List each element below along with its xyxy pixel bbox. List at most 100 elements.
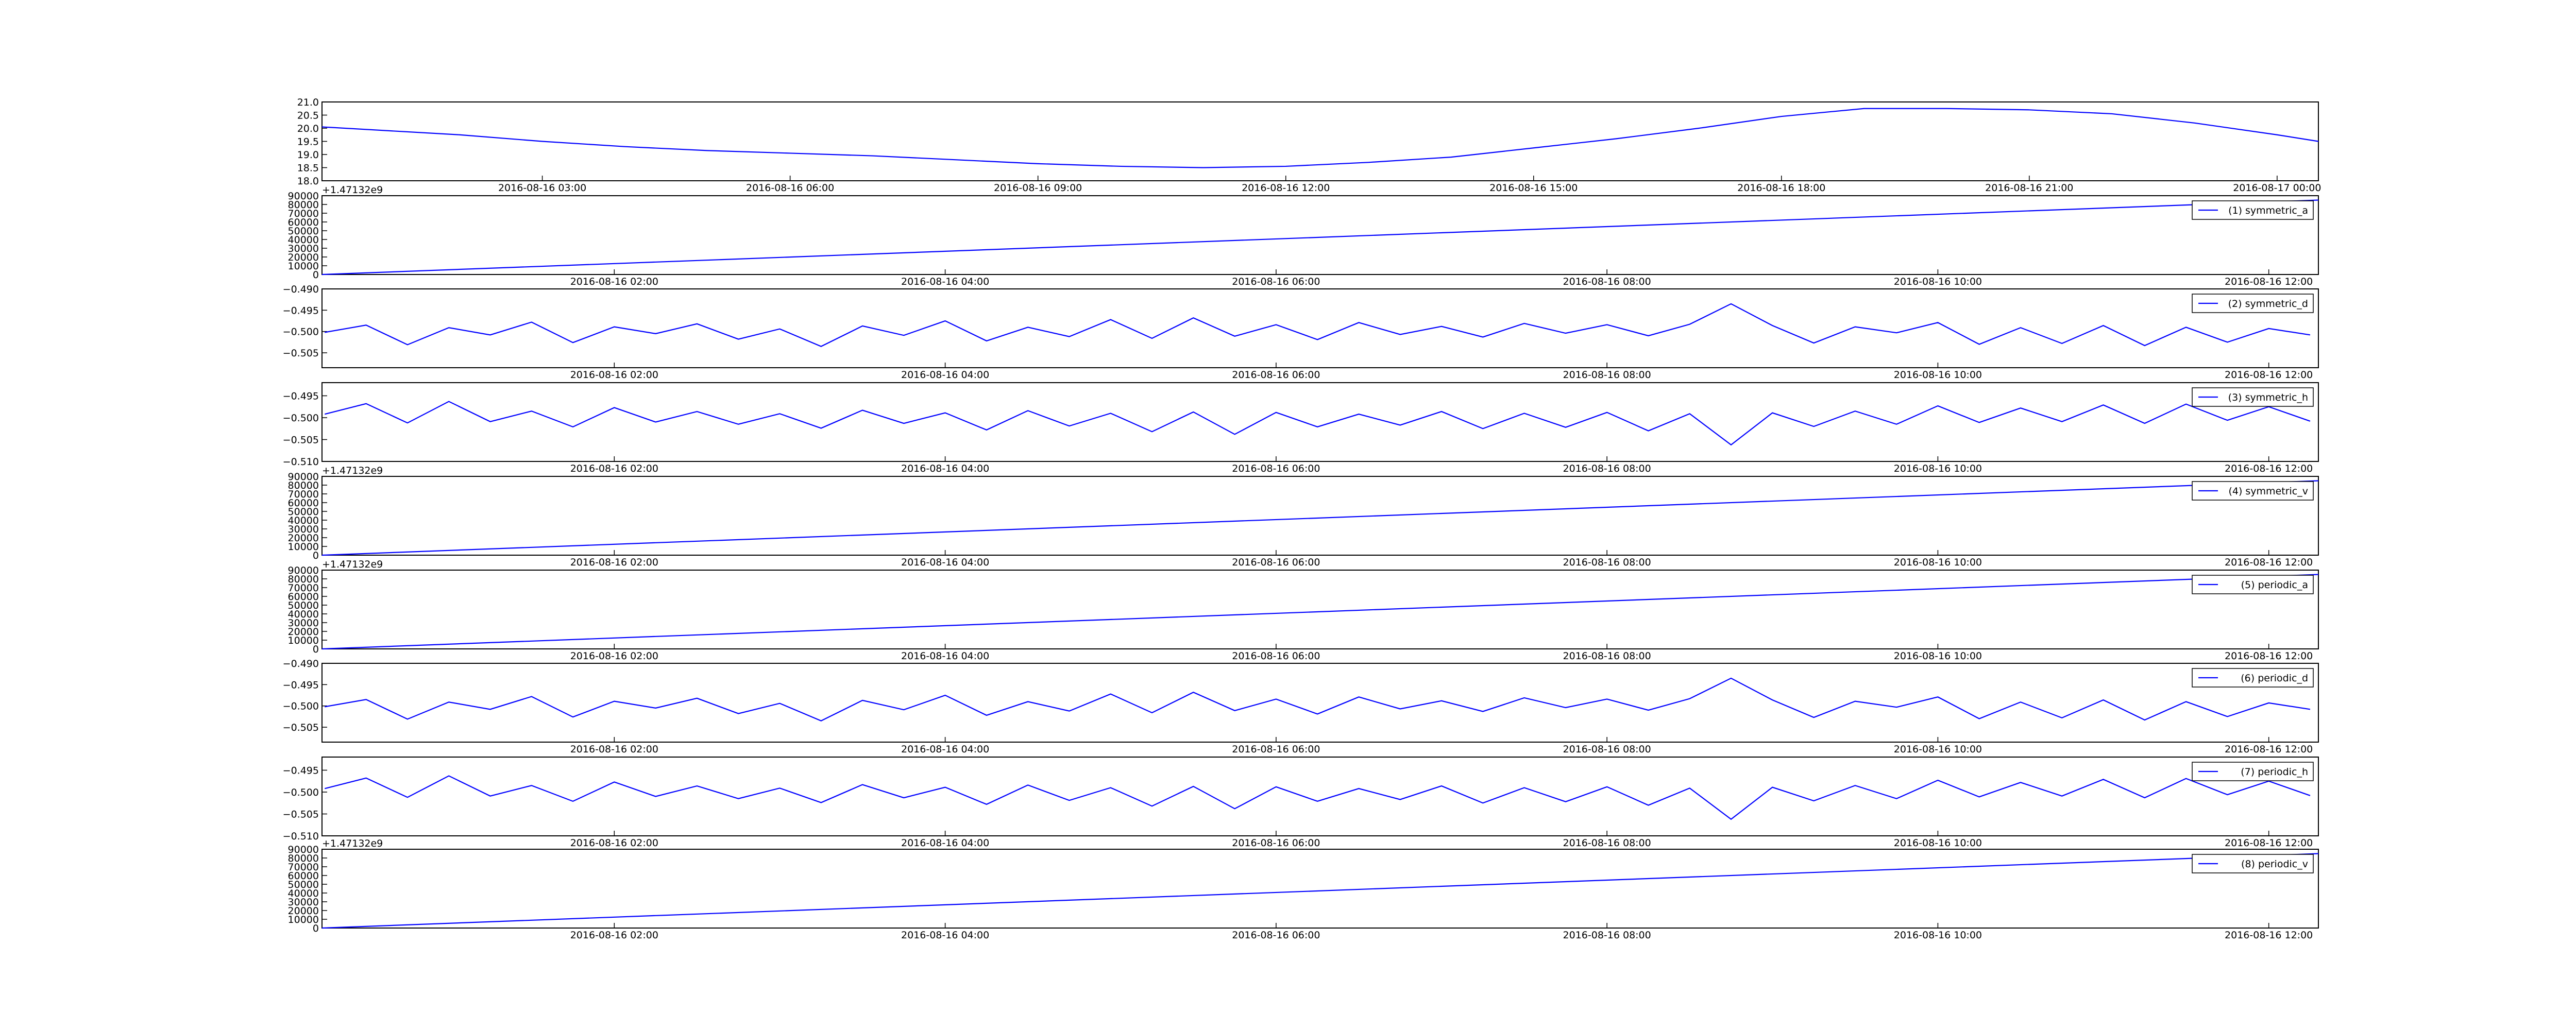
x-tick-label: 2016-08-16 12:00 bbox=[2225, 744, 2313, 755]
x-tick-label: 2016-08-16 06:00 bbox=[1232, 744, 1320, 755]
x-tick-label: 2016-08-16 04:00 bbox=[901, 369, 989, 381]
x-tick-label: 2016-08-16 08:00 bbox=[1563, 276, 1651, 287]
y-tick-label: −0.505 bbox=[283, 722, 319, 733]
data-line bbox=[325, 678, 2310, 721]
x-tick-label: 2016-08-16 02:00 bbox=[570, 837, 658, 849]
x-tick-label: 2016-08-16 06:00 bbox=[1232, 463, 1320, 474]
x-tick-label: 2016-08-16 12:00 bbox=[2225, 650, 2313, 662]
plot-frame bbox=[322, 383, 2318, 461]
x-tick-label: 2016-08-16 02:00 bbox=[570, 557, 658, 568]
plot-frame bbox=[322, 757, 2318, 836]
x-tick-label: 2016-08-17 00:00 bbox=[2233, 182, 2321, 194]
y-tick-label: −0.505 bbox=[283, 348, 319, 359]
plot-frame bbox=[322, 476, 2318, 555]
x-tick-label: 2016-08-16 08:00 bbox=[1563, 744, 1651, 755]
legend-label: (1) symmetric_a bbox=[2228, 205, 2308, 216]
x-tick-label: 2016-08-16 18:00 bbox=[1737, 182, 1825, 194]
y-tick-label: −0.500 bbox=[283, 413, 319, 424]
x-tick-label: 2016-08-16 06:00 bbox=[1232, 557, 1320, 568]
x-tick-label: 2016-08-16 10:00 bbox=[1894, 744, 1982, 755]
x-tick-label: 2016-08-16 12:00 bbox=[2225, 276, 2313, 287]
y-tick-label: 19.0 bbox=[297, 149, 319, 161]
x-tick-label: 2016-08-16 04:00 bbox=[901, 463, 989, 474]
x-tick-label: 2016-08-16 06:00 bbox=[1232, 650, 1320, 662]
page: 18.018.519.019.520.020.521.02016-08-16 0… bbox=[0, 0, 2576, 1030]
x-tick-label: 2016-08-16 04:00 bbox=[901, 930, 989, 941]
x-tick-label: 2016-08-16 04:00 bbox=[901, 276, 989, 287]
x-tick-label: 2016-08-16 02:00 bbox=[570, 276, 658, 287]
x-tick-label: 2016-08-16 02:00 bbox=[570, 369, 658, 381]
legend-label: (8) periodic_v bbox=[2241, 859, 2308, 870]
data-line bbox=[325, 402, 2310, 445]
y-tick-label: −0.500 bbox=[283, 787, 319, 798]
x-tick-label: 2016-08-16 04:00 bbox=[901, 744, 989, 755]
offset-text: +1.47132e9 bbox=[322, 184, 383, 196]
x-tick-label: 2016-08-16 08:00 bbox=[1563, 557, 1651, 568]
y-tick-label: 90000 bbox=[288, 565, 319, 576]
x-tick-label: 2016-08-16 21:00 bbox=[1985, 182, 2073, 194]
y-tick-label: −0.495 bbox=[283, 305, 319, 316]
x-tick-label: 2016-08-16 12:00 bbox=[2225, 837, 2313, 849]
x-tick-label: 2016-08-16 04:00 bbox=[901, 650, 989, 662]
y-tick-label: 18.5 bbox=[297, 163, 319, 174]
y-tick-label: 90000 bbox=[288, 191, 319, 202]
y-tick-label: −0.490 bbox=[283, 284, 319, 295]
x-tick-label: 2016-08-16 06:00 bbox=[1232, 837, 1320, 849]
y-tick-label: −0.495 bbox=[283, 391, 319, 402]
x-tick-label: 2016-08-16 02:00 bbox=[570, 463, 658, 474]
x-tick-label: 2016-08-16 02:00 bbox=[570, 930, 658, 941]
x-tick-label: 2016-08-16 15:00 bbox=[1489, 182, 1578, 194]
y-tick-label: 20.5 bbox=[297, 110, 319, 122]
x-tick-label: 2016-08-16 08:00 bbox=[1563, 463, 1651, 474]
data-line bbox=[325, 304, 2310, 347]
data-line bbox=[322, 481, 2318, 556]
plot-frame bbox=[322, 196, 2318, 274]
x-tick-label: 2016-08-16 04:00 bbox=[901, 837, 989, 849]
x-tick-label: 2016-08-16 10:00 bbox=[1894, 557, 1982, 568]
legend-label: (4) symmetric_v bbox=[2228, 486, 2308, 497]
x-tick-label: 2016-08-16 12:00 bbox=[2225, 557, 2313, 568]
x-tick-label: 2016-08-16 08:00 bbox=[1563, 369, 1651, 381]
figure: 18.018.519.019.520.020.521.02016-08-16 0… bbox=[0, 0, 2576, 1030]
plot-frame bbox=[322, 102, 2318, 181]
legend-label: (2) symmetric_d bbox=[2228, 298, 2308, 310]
x-tick-label: 2016-08-16 08:00 bbox=[1563, 837, 1651, 849]
y-tick-label: −0.510 bbox=[283, 456, 319, 468]
legend-label: (5) periodic_a bbox=[2241, 579, 2308, 591]
x-tick-label: 2016-08-16 12:00 bbox=[1242, 182, 1330, 194]
x-tick-label: 2016-08-16 10:00 bbox=[1894, 930, 1982, 941]
data-line bbox=[322, 109, 2318, 168]
data-line bbox=[325, 776, 2310, 819]
x-tick-label: 2016-08-16 09:00 bbox=[994, 182, 1082, 194]
x-tick-label: 2016-08-16 04:00 bbox=[901, 557, 989, 568]
x-tick-label: 2016-08-16 12:00 bbox=[2225, 930, 2313, 941]
y-tick-label: −0.490 bbox=[283, 658, 319, 670]
data-line bbox=[322, 854, 2318, 929]
x-tick-label: 2016-08-16 10:00 bbox=[1894, 837, 1982, 849]
legend-label: (7) periodic_h bbox=[2241, 766, 2308, 778]
x-tick-label: 2016-08-16 03:00 bbox=[498, 182, 586, 194]
y-tick-label: −0.495 bbox=[283, 679, 319, 691]
y-tick-label: 18.0 bbox=[297, 176, 319, 187]
offset-text: +1.47132e9 bbox=[322, 838, 383, 849]
y-tick-label: −0.500 bbox=[283, 701, 319, 712]
data-line bbox=[322, 200, 2318, 275]
x-tick-label: 2016-08-16 12:00 bbox=[2225, 369, 2313, 381]
y-tick-label: 20.0 bbox=[297, 123, 319, 134]
y-tick-label: −0.500 bbox=[283, 327, 319, 338]
x-tick-label: 2016-08-16 06:00 bbox=[746, 182, 834, 194]
x-tick-label: 2016-08-16 08:00 bbox=[1563, 650, 1651, 662]
x-tick-label: 2016-08-16 06:00 bbox=[1232, 276, 1320, 287]
y-tick-label: 90000 bbox=[288, 471, 319, 483]
data-line bbox=[322, 575, 2318, 649]
y-tick-label: 21.0 bbox=[297, 97, 319, 108]
y-tick-label: −0.510 bbox=[283, 831, 319, 842]
x-tick-label: 2016-08-16 12:00 bbox=[2225, 463, 2313, 474]
y-tick-label: −0.505 bbox=[283, 435, 319, 446]
y-tick-label: −0.495 bbox=[283, 765, 319, 777]
x-tick-label: 2016-08-16 10:00 bbox=[1894, 369, 1982, 381]
x-tick-label: 2016-08-16 02:00 bbox=[570, 744, 658, 755]
x-tick-label: 2016-08-16 08:00 bbox=[1563, 930, 1651, 941]
x-tick-label: 2016-08-16 06:00 bbox=[1232, 369, 1320, 381]
x-tick-label: 2016-08-16 02:00 bbox=[570, 650, 658, 662]
